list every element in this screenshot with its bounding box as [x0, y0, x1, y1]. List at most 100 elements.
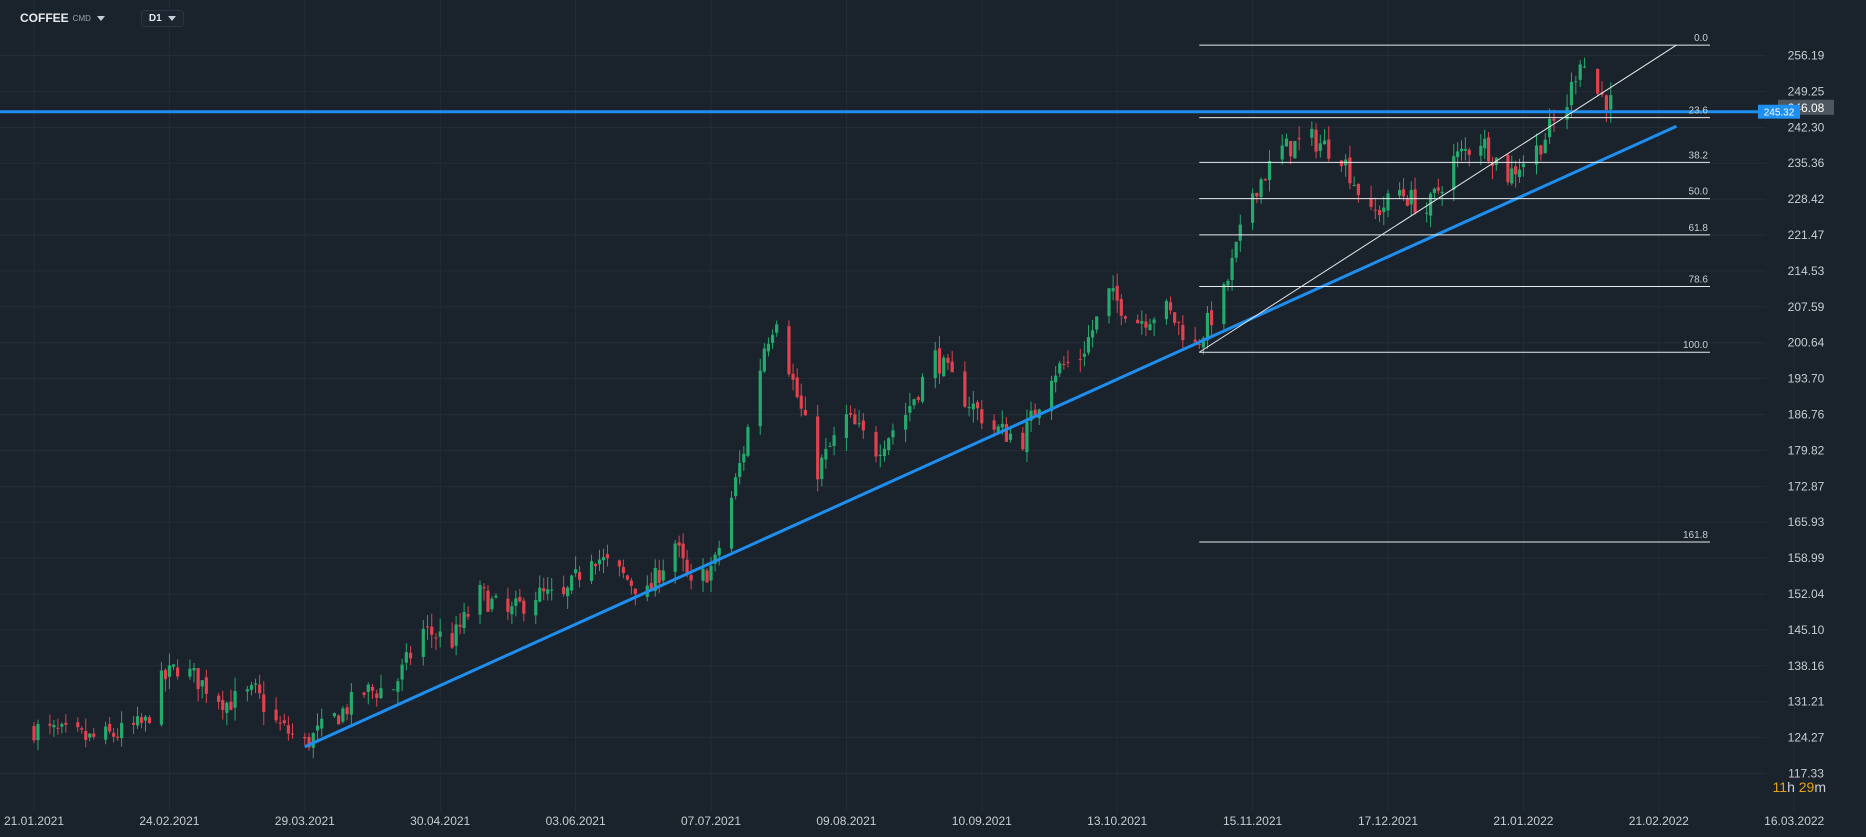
candle-up [1234, 241, 1238, 258]
x-axis-tick-label: 15.11.2021 [1223, 814, 1282, 828]
candle-up [574, 569, 578, 574]
candle-down [1539, 145, 1543, 155]
symbol-label: COFFEE [20, 11, 69, 25]
candle-up [738, 463, 742, 477]
candle-up [392, 689, 396, 691]
candle-up [341, 708, 345, 722]
candle-up [478, 584, 482, 615]
candle-up [824, 448, 828, 460]
candle-down [916, 397, 920, 400]
y-axis-tick-label: 179.82 [1788, 443, 1825, 457]
candle-up [570, 575, 574, 591]
candle-up [908, 406, 912, 413]
candle-up [1483, 138, 1487, 149]
candle-up [1425, 212, 1429, 214]
candle-down [1078, 358, 1082, 360]
candle-up [1578, 64, 1582, 80]
candle-down [370, 686, 375, 691]
candle-down [458, 624, 462, 627]
y-axis-tick-label: 165.93 [1788, 515, 1825, 529]
candle-down [76, 722, 80, 728]
candle-down [1436, 187, 1440, 191]
candle-up [1517, 169, 1522, 178]
candle-up [601, 557, 606, 561]
trendline[interactable] [304, 124, 1678, 749]
candle-down [685, 559, 689, 573]
candle-down [80, 728, 84, 730]
candle-down [274, 709, 278, 721]
candle-down [1369, 198, 1373, 207]
candle-up [967, 407, 971, 409]
y-axis-tick-label: 117.33 [1788, 767, 1824, 781]
timeframe-selector[interactable]: D1 [140, 9, 184, 27]
candle-down [1193, 339, 1197, 342]
x-axis-tick-label: 21.01.2022 [1493, 814, 1553, 828]
x-axis-tick-label: 09.08.2021 [816, 814, 876, 828]
candle-down [1486, 137, 1491, 162]
candle-down [705, 570, 709, 583]
x-axis-tick-label: 29.03.2021 [275, 814, 335, 828]
candle-down [430, 626, 434, 635]
candle-up [396, 681, 400, 692]
candle-down [1177, 321, 1181, 323]
candle-up [942, 357, 946, 377]
candle-down [290, 733, 295, 735]
candle-up [1574, 81, 1578, 83]
candle-down [1514, 166, 1518, 175]
candle-down [518, 596, 522, 602]
candle-up [1267, 160, 1272, 181]
candle-up [1352, 185, 1356, 187]
candle-down [486, 590, 490, 612]
candle-up [550, 589, 554, 591]
candle-up [546, 589, 550, 594]
candle-up [933, 350, 937, 379]
candle-up [1459, 148, 1464, 152]
candle-up [566, 587, 570, 597]
candle-down [1401, 189, 1406, 197]
countdown-hours: 11 [1772, 779, 1788, 795]
candle-up [1140, 321, 1144, 324]
candle-down [176, 667, 180, 677]
candle-down [32, 726, 36, 741]
candle-up [332, 713, 337, 717]
candle-up [1565, 107, 1569, 120]
candle-up [249, 685, 254, 690]
symbol-selector[interactable]: COFFEE CMD [20, 11, 105, 25]
countdown-minutes: 29 [1798, 779, 1815, 795]
candle-down [849, 413, 853, 415]
candle-down [204, 677, 208, 694]
candle-up [404, 652, 408, 663]
candle-down [282, 720, 286, 724]
candle-down [522, 600, 526, 614]
candle-down [1356, 184, 1360, 196]
candle-up [589, 561, 594, 581]
y-axis-tick-label: 235.36 [1788, 156, 1825, 170]
candle-up [832, 435, 836, 446]
candle-up [1322, 140, 1327, 145]
candle-up [52, 724, 56, 728]
candle-down [307, 736, 311, 748]
candle-down [1197, 343, 1201, 345]
candle-down [131, 722, 136, 725]
candle-down [434, 637, 438, 639]
candle-down [649, 583, 653, 590]
candle-up [1238, 224, 1242, 241]
fib-trend-diagonal[interactable] [1198, 44, 1677, 353]
candle-down [229, 701, 233, 710]
candle-down [803, 409, 807, 416]
y-axis-tick-label: 124.27 [1788, 731, 1825, 745]
candle-up [1152, 319, 1156, 324]
candle-down [196, 668, 200, 690]
countdown-hours-unit: h [1787, 779, 1795, 795]
timeframe-label: D1 [148, 12, 162, 24]
candle-down [593, 564, 598, 567]
candle-down [482, 587, 486, 589]
candle-down [278, 722, 282, 724]
candle-up [1201, 338, 1205, 348]
y-axis-tick-label: 131.21 [1788, 695, 1825, 709]
y-axis-tick-label: 145.10 [1788, 623, 1825, 637]
fib-level-label: 50.0 [1689, 187, 1709, 198]
candle-up [315, 725, 320, 731]
candle-down [1467, 149, 1471, 155]
